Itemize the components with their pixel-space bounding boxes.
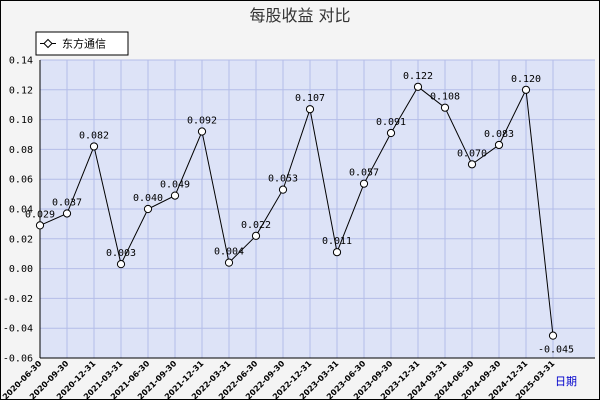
data-point [62, 209, 72, 218]
data-point [251, 231, 261, 240]
y-tick-label: 0.14 [9, 56, 33, 67]
data-point [467, 160, 477, 169]
data-point [305, 105, 315, 114]
y-tick-label: 0.04 [9, 205, 33, 216]
data-label: -0.045 [538, 345, 574, 356]
data-point [521, 85, 531, 94]
data-label: 0.108 [430, 92, 460, 103]
y-tick-label: -0.06 [3, 354, 33, 365]
data-point [89, 142, 99, 151]
data-point [359, 179, 369, 188]
data-label: 0.037 [52, 197, 82, 208]
y-tick-label: 0.06 [9, 175, 33, 186]
data-point [224, 258, 234, 267]
y-tick-label: -0.04 [3, 324, 33, 335]
data-point [440, 103, 450, 112]
y-tick-label: 0.12 [9, 85, 33, 96]
data-point [116, 260, 126, 269]
data-label: 0.003 [106, 248, 136, 259]
y-tick-label: 0.02 [9, 234, 33, 245]
data-label: 0.053 [268, 174, 298, 185]
data-point [386, 128, 396, 138]
chart-title: 每股收益 对比 [249, 6, 350, 25]
data-label: 0.091 [376, 117, 406, 128]
legend-marker-icon [43, 38, 53, 49]
data-label: 0.029 [25, 209, 55, 220]
data-point [332, 248, 342, 257]
data-label: 0.057 [349, 168, 379, 179]
data-label: 0.122 [403, 71, 433, 82]
legend[interactable]: 东方通信 [35, 31, 129, 56]
y-tick-label: 0.08 [9, 145, 33, 156]
data-label: 0.070 [457, 148, 487, 159]
data-label: 0.004 [214, 247, 244, 258]
data-point [197, 127, 207, 136]
data-point [35, 221, 45, 230]
data-label: 0.022 [241, 220, 271, 231]
x-axis-label: 日期 [555, 375, 577, 388]
series [35, 82, 558, 340]
y-tick-label: -0.02 [3, 294, 33, 305]
data-label: 0.107 [295, 93, 325, 104]
y-tick-label: 0.10 [9, 115, 33, 126]
series-line [39, 86, 554, 336]
data-point [548, 331, 558, 340]
data-label: 0.082 [79, 130, 109, 141]
data-label: 0.049 [160, 180, 190, 191]
data-label: 0.011 [322, 236, 352, 247]
data-point [413, 82, 423, 91]
data-label: 0.120 [511, 74, 541, 85]
y-tick-label: 0.00 [9, 264, 33, 275]
data-point [170, 191, 180, 200]
data-label: 0.040 [133, 193, 163, 204]
legend-box [35, 31, 129, 56]
data-point [494, 140, 504, 150]
legend-item-label: 东方通信 [62, 37, 106, 51]
data-point [143, 204, 153, 214]
data-label: 0.092 [187, 116, 217, 127]
data-label: 0.083 [484, 129, 514, 140]
data-point [278, 185, 288, 194]
